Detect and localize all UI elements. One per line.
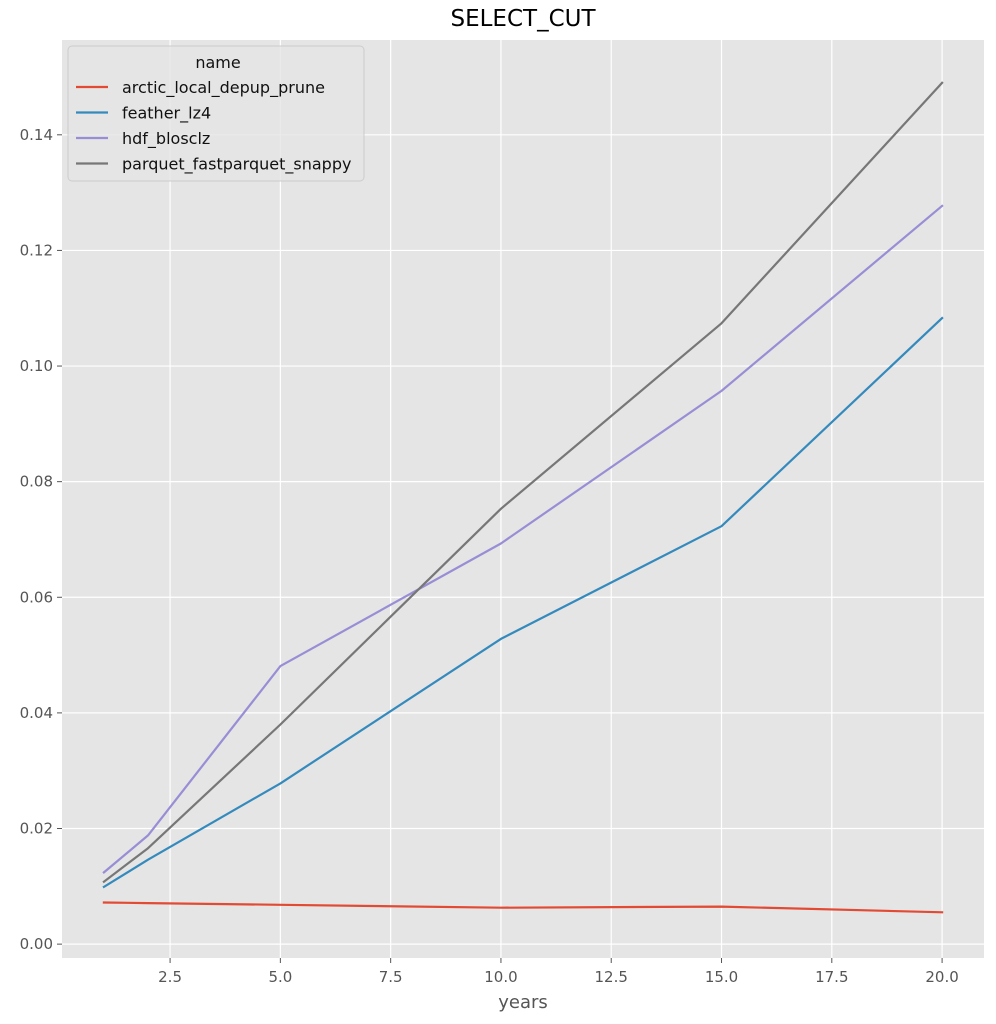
legend-entry-label: hdf_blosclz	[122, 129, 210, 149]
legend-entry-label: arctic_local_depup_prune	[122, 78, 325, 98]
x-tick-label: 5.0	[268, 968, 292, 986]
x-axis-label: years	[498, 992, 548, 1013]
series-line-hdf-blosclz	[102, 204, 944, 874]
legend: name arctic_local_depup_prune feather_lz4…	[67, 45, 365, 182]
x-tick-label: 15.0	[705, 968, 738, 986]
grid	[62, 40, 984, 958]
x-tick-label: 17.5	[815, 968, 848, 986]
y-tick-label: 0.04	[20, 704, 53, 722]
x-tick-label: 12.5	[595, 968, 628, 986]
x-tick-label: 20.0	[925, 968, 958, 986]
y-tick-label: 0.02	[20, 820, 53, 838]
series-line-feather-lz4	[102, 316, 944, 889]
x-tick-label: 10.0	[484, 968, 517, 986]
chart-title: SELECT_CUT	[450, 6, 596, 32]
x-tick-label: 2.5	[158, 968, 182, 986]
legend-box	[67, 45, 365, 182]
x-tick-label: 7.5	[379, 968, 403, 986]
y-tick-label: 0.06	[20, 588, 53, 606]
series-line-parquet-fastparquet-snappy	[102, 81, 944, 884]
tick-labels: 0.00 0.02 0.04 0.06 0.08 0.10 0.12 0.14 2.5 5.0 7.…	[20, 126, 959, 986]
y-tick-label: 0.14	[20, 126, 53, 144]
legend-entry-label: feather_lz4	[122, 104, 211, 124]
series-line-arctic-local-depup-prune	[102, 901, 944, 914]
y-tick-label: 0.08	[20, 473, 53, 491]
plot-area	[62, 40, 984, 958]
y-tick-label: 0.12	[20, 241, 53, 259]
legend-title: name	[195, 53, 240, 72]
y-tick-label: 0.10	[20, 357, 53, 375]
y-tick-label: 0.00	[20, 935, 53, 953]
series-lines	[102, 81, 944, 914]
legend-entry-label: parquet_fastparquet_snappy	[122, 155, 351, 175]
